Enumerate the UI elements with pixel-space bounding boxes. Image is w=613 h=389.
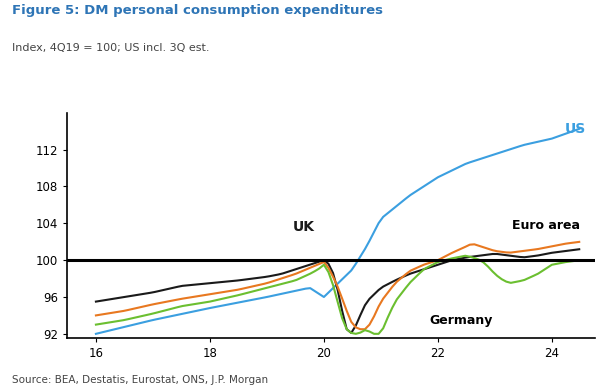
- Text: Germany: Germany: [429, 314, 493, 327]
- Text: Index, 4Q19 = 100; US incl. 3Q est.: Index, 4Q19 = 100; US incl. 3Q est.: [12, 43, 210, 53]
- Text: Euro area: Euro area: [512, 219, 581, 232]
- Text: Figure 5: DM personal consumption expenditures: Figure 5: DM personal consumption expend…: [12, 4, 383, 17]
- Text: UK: UK: [292, 221, 314, 234]
- Text: Source: BEA, Destatis, Eurostat, ONS, J.P. Morgan: Source: BEA, Destatis, Eurostat, ONS, J.…: [12, 375, 268, 385]
- Text: US: US: [565, 123, 586, 137]
